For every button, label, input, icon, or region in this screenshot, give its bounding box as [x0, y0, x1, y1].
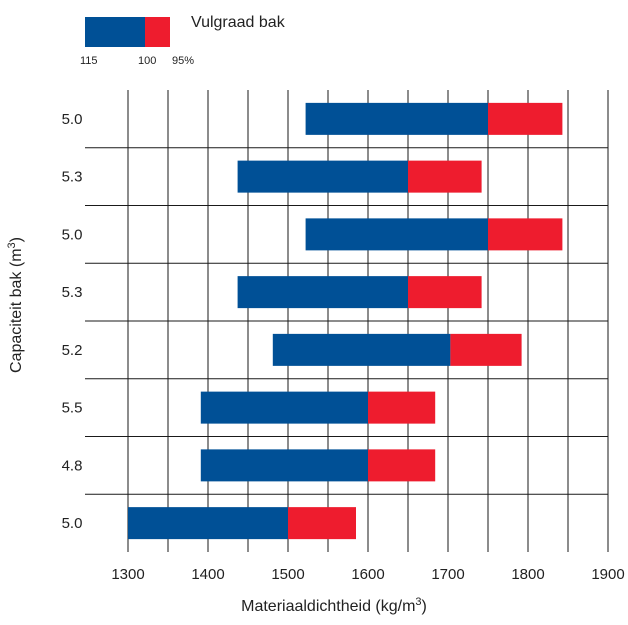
- bar-segment-100: [488, 102, 563, 135]
- bar-segment-115: [200, 449, 368, 482]
- bar-segment-100: [368, 391, 436, 424]
- bar-segment-100: [408, 160, 482, 193]
- x-tick-label: 1400: [191, 566, 224, 583]
- legend-title: Vulgraad bak: [191, 14, 286, 31]
- bar-segment-115: [305, 218, 488, 251]
- x-axis-title: Materiaaldichtheid (kg/m3): [241, 596, 427, 615]
- bar-segment-115: [237, 276, 408, 309]
- y-tick-label: 5.0: [62, 515, 83, 532]
- x-tick-label: 1800: [511, 566, 544, 583]
- y-tick-label: 5.3: [62, 284, 83, 301]
- bar-segment-115: [305, 102, 488, 135]
- bar-segment-100: [408, 276, 482, 309]
- x-tick-label: 1500: [271, 566, 304, 583]
- x-tick-label: 1600: [351, 566, 384, 583]
- bars: [128, 102, 563, 540]
- x-tick-label: 1700: [431, 566, 464, 583]
- y-tick-label: 5.0: [62, 226, 83, 243]
- bar-segment-115: [272, 333, 451, 366]
- legend-label-start: 115: [80, 55, 98, 67]
- x-tick-label: 1900: [591, 566, 624, 583]
- bar-segment-100: [288, 507, 356, 540]
- y-tick-label: 5.2: [62, 342, 83, 359]
- y-tick-label: 5.3: [62, 169, 83, 186]
- bar-segment-100: [488, 218, 563, 251]
- legend-swatch-red: [145, 17, 170, 47]
- grid: [85, 90, 609, 552]
- y-axis-title: Capaciteit bak (m3): [6, 237, 25, 373]
- y-tick-label: 4.8: [62, 457, 83, 474]
- y-tick-label: 5.5: [62, 400, 83, 417]
- legend-label-end: 95%: [172, 55, 194, 67]
- x-tick-labels: 1300 1400 1500 1600 1700 1800 1900: [111, 566, 624, 583]
- bar-segment-115: [237, 160, 408, 193]
- legend-label-mid: 100: [138, 55, 156, 67]
- y-tick-labels: 5.0 5.3 5.0 5.3 5.2 5.5 4.8 5.0: [62, 111, 83, 532]
- y-tick-label: 5.0: [62, 111, 83, 128]
- bar-segment-100: [450, 333, 522, 366]
- bar-segment-115: [128, 507, 288, 540]
- bar-segment-100: [368, 449, 436, 482]
- legend-swatch-blue: [85, 17, 145, 47]
- legend: Vulgraad bak 115 100 95%: [80, 14, 286, 67]
- x-tick-label: 1300: [111, 566, 144, 583]
- bar-segment-115: [200, 391, 368, 424]
